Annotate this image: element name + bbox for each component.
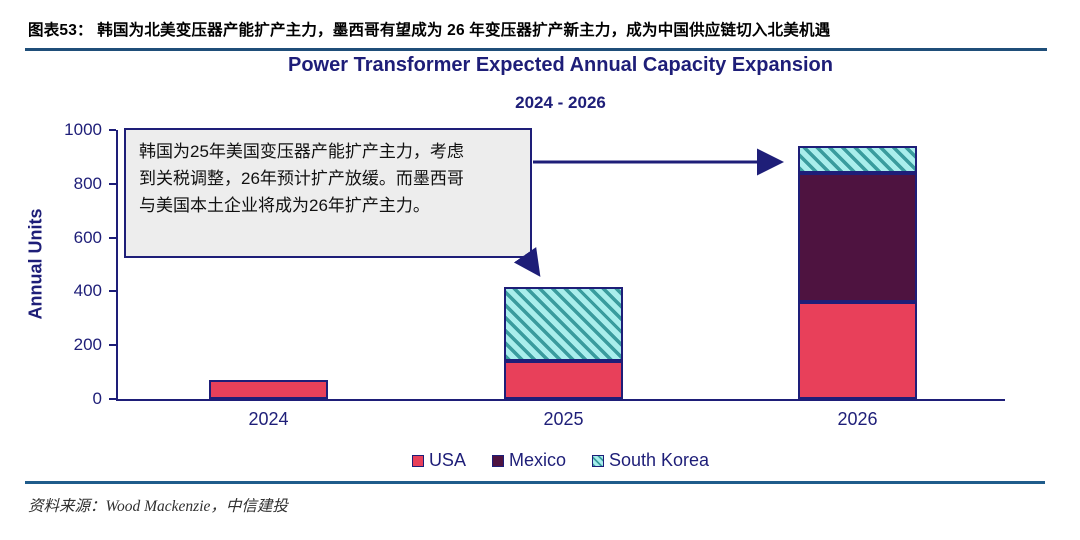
y-tick-mark <box>109 290 116 293</box>
legend-label: South Korea <box>608 450 710 470</box>
annotation-box: 韩国为25年美国变压器产能扩产主力，考虑 到关税调整，26年预计扩产放缓。而墨西… <box>124 128 532 258</box>
x-tick-label: 2026 <box>837 409 878 429</box>
footer-divider <box>25 481 1045 484</box>
y-tick-mark <box>109 129 116 131</box>
y-tick-label: 1000 <box>64 120 102 139</box>
y-tick-label: 800 <box>73 173 102 193</box>
legend-item-usa: USA <box>411 450 466 471</box>
chart-title: Power Transformer Expected Annual Capaci… <box>288 54 833 76</box>
legend-swatch-icon <box>491 454 504 467</box>
x-axis-line <box>116 399 1005 401</box>
bar-segment-south-korea-2025 <box>504 287 623 362</box>
y-axis-line <box>116 130 118 401</box>
legend-swatch-icon <box>591 454 604 467</box>
chart-legend: USA Mexico South Korea <box>116 450 1005 471</box>
arrow-to-2025-bar <box>513 247 541 277</box>
figure-caption: 图表53： 韩国为北美变压器产能扩产主力，墨西哥有望成为 26 年变压器扩产新主… <box>28 22 831 39</box>
header-divider <box>25 48 1047 51</box>
y-tick-label: 400 <box>73 281 102 301</box>
y-tick-label: 200 <box>73 335 102 355</box>
legend-item-mexico: Mexico <box>491 450 566 471</box>
bar-segment-usa-2024 <box>209 380 328 399</box>
y-tick-label: 0 <box>92 389 102 408</box>
y-tick-mark <box>109 236 116 239</box>
bar-segment-south-korea-2026 <box>798 146 917 174</box>
source-note: 资料来源：Wood Mackenzie，中信建投 <box>28 498 288 515</box>
legend-swatch-icon <box>411 454 424 467</box>
annotation-line: 韩国为25年美国变压器产能扩产主力，考虑 <box>139 142 464 161</box>
bar-segment-usa-2025 <box>504 361 623 399</box>
y-tick-mark <box>109 398 116 400</box>
y-axis-label: Annual Units <box>25 208 46 320</box>
legend-label: Mexico <box>508 450 566 470</box>
legend-label: USA <box>428 450 466 470</box>
y-tick-mark <box>109 182 116 185</box>
annotation-line: 到关税调整，26年预计扩产放缓。而墨西哥 <box>139 168 464 188</box>
bar-segment-usa-2026 <box>798 302 917 399</box>
chart-subtitle: 2024 - 2026 <box>515 93 606 112</box>
x-tick-label: 2025 <box>543 409 584 429</box>
y-tick-mark <box>109 344 116 347</box>
annotation-line: 与美国本土企业将成为26年扩产主力。 <box>139 195 430 215</box>
x-tick-label: 2024 <box>248 409 289 429</box>
bar-segment-mexico-2026 <box>798 173 917 303</box>
y-tick-label: 600 <box>73 227 102 247</box>
legend-item-south-korea: South Korea <box>591 450 710 471</box>
